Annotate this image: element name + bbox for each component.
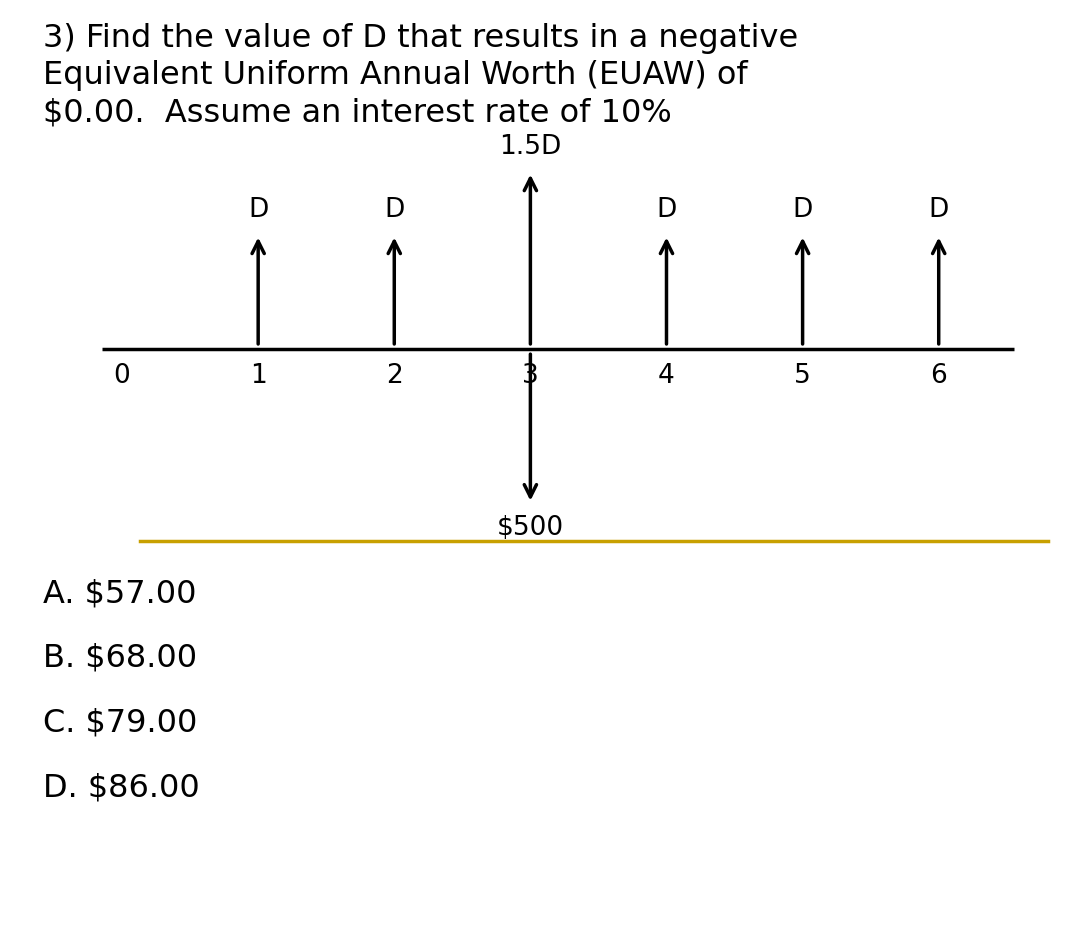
Text: 1: 1: [249, 363, 267, 388]
Text: D: D: [248, 197, 268, 223]
Text: 4: 4: [658, 363, 675, 388]
Text: Equivalent Uniform Annual Worth (EUAW) of: Equivalent Uniform Annual Worth (EUAW) o…: [43, 60, 747, 92]
Text: D: D: [929, 197, 949, 223]
Text: 6: 6: [930, 363, 947, 388]
Text: $0.00.  Assume an interest rate of 10%: $0.00. Assume an interest rate of 10%: [43, 97, 672, 129]
Text: D: D: [657, 197, 676, 223]
Text: 1.5D: 1.5D: [499, 134, 562, 160]
Text: $500: $500: [497, 515, 564, 541]
Text: A. $57.00: A. $57.00: [43, 578, 197, 610]
Text: B. $68.00: B. $68.00: [43, 643, 198, 674]
Text: 0: 0: [113, 363, 131, 388]
Text: C. $79.00: C. $79.00: [43, 708, 198, 739]
Text: 3: 3: [522, 363, 539, 388]
Text: D. $86.00: D. $86.00: [43, 772, 200, 804]
Text: 3) Find the value of D that results in a negative: 3) Find the value of D that results in a…: [43, 23, 798, 55]
Text: 5: 5: [794, 363, 811, 388]
Text: D: D: [793, 197, 813, 223]
Text: D: D: [384, 197, 404, 223]
Text: 2: 2: [386, 363, 403, 388]
